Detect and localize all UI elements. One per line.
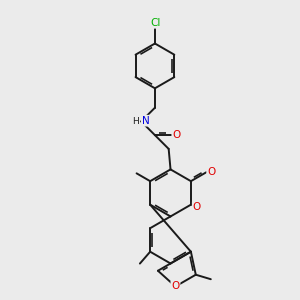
Text: H: H	[133, 117, 140, 126]
Text: N: N	[142, 116, 150, 126]
Text: O: O	[193, 202, 201, 212]
Text: O: O	[172, 130, 181, 140]
Text: Cl: Cl	[151, 18, 161, 28]
Text: O: O	[171, 281, 179, 292]
Text: O: O	[207, 167, 215, 177]
